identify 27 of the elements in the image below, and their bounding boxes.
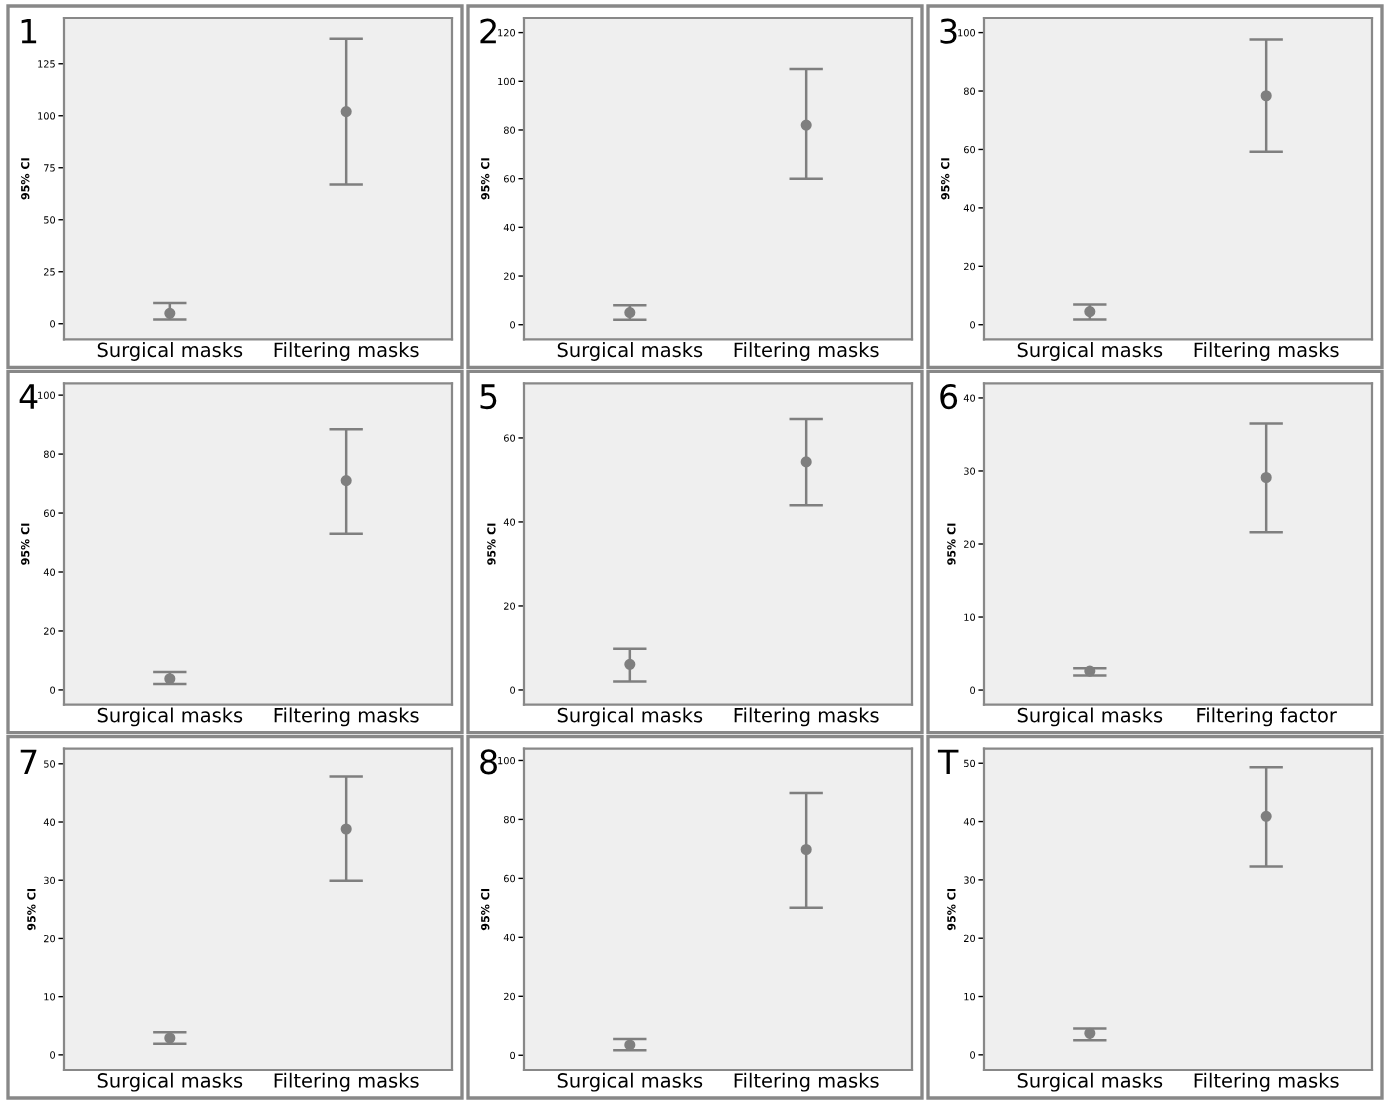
chart-title: 5 bbox=[480, 384, 497, 410]
x-tick-label: Surgical masks bbox=[557, 1072, 703, 1092]
x-tick-label: Filtering factor bbox=[1197, 707, 1337, 727]
x-tick-label: Filtering masks bbox=[734, 1072, 879, 1092]
x-tick-label: Surgical masks bbox=[1017, 1072, 1163, 1092]
x-tick-label: Surgical masks bbox=[1017, 342, 1163, 361]
x-tick-label: Filtering masks bbox=[274, 1072, 419, 1092]
x-tick-label: Surgical masks bbox=[557, 707, 703, 727]
chart-title: 2 bbox=[480, 18, 496, 44]
chart-title: 6 bbox=[940, 383, 958, 410]
chart-title: T bbox=[937, 749, 959, 774]
x-tick-label: Surgical masks bbox=[97, 1072, 243, 1092]
x-tick-label: Filtering masks bbox=[1194, 1072, 1339, 1092]
x-tick-label: Surgical masks bbox=[557, 342, 703, 361]
x-tick-label: Filtering masks bbox=[734, 707, 879, 727]
x-tick-label: Surgical masks bbox=[1017, 707, 1163, 727]
x-tick-label: Filtering masks bbox=[274, 342, 419, 361]
chart-title: 3 bbox=[940, 18, 957, 44]
x-tick-label: Surgical masks bbox=[97, 342, 243, 361]
chart-title: 8 bbox=[480, 749, 497, 775]
chart-title: 7 bbox=[20, 749, 37, 774]
x-tick-label: Filtering masks bbox=[1194, 342, 1339, 361]
chart-title: 1 bbox=[21, 19, 37, 44]
x-tick-label: Filtering masks bbox=[734, 342, 879, 361]
x-tick-label: Filtering masks bbox=[274, 707, 419, 727]
chart-title: 4 bbox=[19, 384, 38, 409]
x-tick-label: Surgical masks bbox=[97, 707, 243, 727]
